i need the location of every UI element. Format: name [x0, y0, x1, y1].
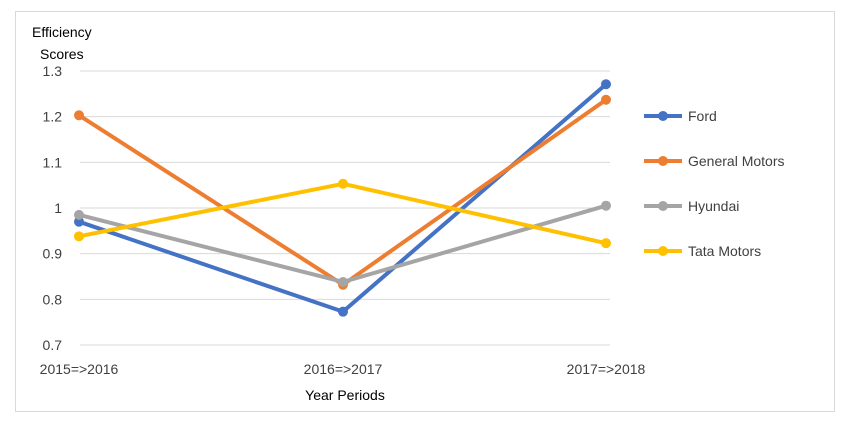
data-point [74, 110, 84, 121]
series-tata-motors [74, 178, 611, 249]
series-hyundai [74, 200, 611, 287]
x-tick-labels: 2015=>2016 2016=>2017 2017=>2018 [40, 361, 646, 377]
legend-label: General Motors [688, 153, 784, 169]
legend-item: General Motors [644, 153, 784, 169]
series-lines [74, 79, 611, 317]
series-line [77, 203, 608, 284]
data-point [601, 79, 611, 90]
data-point [601, 200, 611, 211]
series-line [77, 97, 608, 287]
legend-marker [658, 111, 668, 121]
data-point [74, 216, 84, 227]
gridlines [80, 70, 610, 346]
x-tick-label: 2016=>2017 [304, 361, 383, 377]
legend-label: Hyundai [688, 198, 739, 214]
series-general-motors [74, 94, 611, 290]
y-axis-title-line2: Scores [40, 46, 84, 62]
data-point [601, 238, 611, 249]
data-point [601, 94, 611, 105]
y-tick-label: 1 [54, 200, 62, 216]
data-point [338, 178, 348, 189]
legend-label: Ford [688, 108, 717, 124]
legend-item: Hyundai [644, 198, 739, 214]
legend-label: Tata Motors [688, 243, 761, 259]
y-tick-label: 1.1 [43, 154, 63, 170]
x-tick-label: 2015=>2016 [40, 361, 119, 377]
data-point [74, 209, 84, 220]
legend-item: Ford [644, 108, 717, 124]
legend: Ford General Motors Hyundai Tata Motors [644, 108, 784, 259]
legend-marker [658, 246, 668, 256]
y-tick-label: 0.7 [43, 337, 63, 353]
legend-marker [658, 201, 668, 211]
x-axis-title: Year Periods [305, 387, 385, 403]
y-tick-labels: 0.7 0.8 0.9 1 1.1 1.2 1.3 [43, 63, 63, 353]
y-tick-label: 0.8 [43, 291, 63, 307]
y-tick-label: 0.9 [43, 246, 63, 262]
x-tick-label: 2017=>2018 [567, 361, 646, 377]
data-point [338, 306, 348, 317]
legend-item: Tata Motors [644, 243, 761, 259]
y-tick-label: 1.2 [43, 109, 63, 125]
data-point [74, 231, 84, 242]
y-axis-title-line1: Efficiency [32, 24, 92, 40]
legend-marker [658, 156, 668, 166]
y-tick-label: 1.3 [43, 63, 63, 79]
data-point [338, 276, 348, 287]
